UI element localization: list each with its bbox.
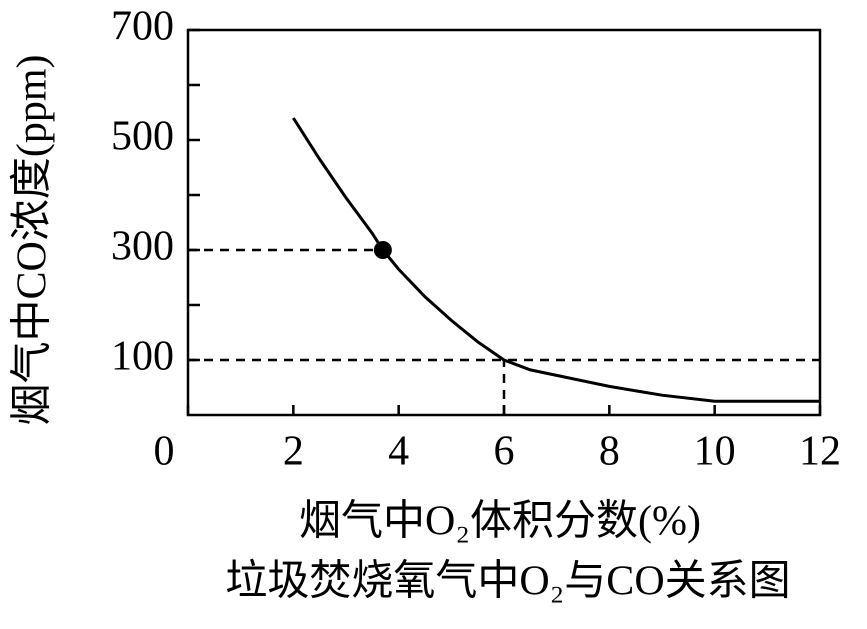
x-tick-label: 0 — [154, 429, 175, 475]
x-tick-label: 2 — [283, 429, 304, 475]
y-tick-label: 500 — [111, 114, 174, 160]
x-tick-label: 6 — [494, 429, 515, 475]
x-tick-label: 12 — [799, 429, 841, 475]
marker-point — [373, 241, 392, 259]
x-tick-label: 10 — [694, 429, 736, 475]
y-tick-label: 700 — [111, 4, 174, 50]
curve — [292, 117, 820, 403]
x-tick-label: 4 — [388, 429, 409, 475]
x-axis-label: 烟气中O₂体积分数(%) — [299, 499, 701, 545]
y-axis-label: 烟气中CO浓度(ppm) — [10, 55, 56, 426]
plot-frame — [186, 28, 822, 417]
y-tick-label: 300 — [111, 224, 174, 270]
caption: 垃圾焚烧氧气中O₂与CO关系图 — [225, 558, 790, 605]
y-tick-label: 100 — [111, 334, 174, 380]
x-tick-label: 8 — [599, 429, 620, 475]
